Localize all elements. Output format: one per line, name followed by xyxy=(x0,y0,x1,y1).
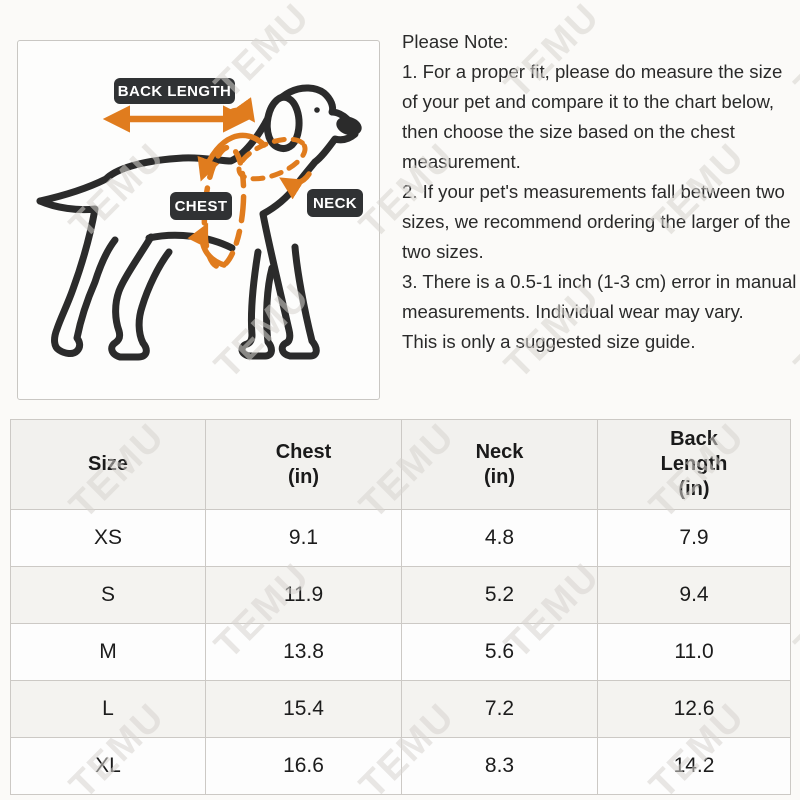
note-item: 2. If your pet's measurements fall betwe… xyxy=(402,181,791,262)
back-length-cell: 12.6 xyxy=(597,680,791,738)
neck-label: NECK xyxy=(307,189,363,217)
chest-arrow-top xyxy=(197,132,267,182)
back-length-cell: 11.0 xyxy=(597,623,791,681)
table-header-row: Size Chest (in) Neck (in) Back Length (i… xyxy=(10,419,791,510)
size-cell: XS xyxy=(10,509,206,567)
size-chart-table: Size Chest (in) Neck (in) Back Length (i… xyxy=(10,419,791,795)
back-length-cell: 7.9 xyxy=(597,509,791,567)
chest-cell: 13.8 xyxy=(205,623,402,681)
chest-cell: 15.4 xyxy=(205,680,402,738)
notes-section: Please Note: 1. For a proper fit, please… xyxy=(402,27,798,357)
dog-measurement-diagram xyxy=(36,84,362,361)
dog-eye xyxy=(314,107,320,113)
back-length-cell: 14.2 xyxy=(597,737,791,795)
table-row: XS 9.1 4.8 7.9 xyxy=(10,509,791,567)
chest-label: CHEST xyxy=(170,192,232,220)
neck-arrow-right xyxy=(279,171,312,200)
chest-cell: 16.6 xyxy=(205,737,402,795)
header-neck: Neck (in) xyxy=(401,419,598,510)
dog-nose xyxy=(336,116,362,136)
measurement-diagram-panel: BACK LENGTH CHEST NECK xyxy=(17,40,380,400)
neck-cell: 4.8 xyxy=(401,509,598,567)
back-length-label: BACK LENGTH xyxy=(114,78,235,104)
size-cell: M xyxy=(10,623,206,681)
header-size: Size xyxy=(10,419,206,510)
neck-cell: 8.3 xyxy=(401,737,598,795)
size-cell: XL xyxy=(10,737,206,795)
notes-footer: This is only a suggested size guide. xyxy=(402,331,696,352)
table-row: L 15.4 7.2 12.6 xyxy=(10,680,791,738)
table-row: S 11.9 5.2 9.4 xyxy=(10,566,791,624)
chest-measure-ellipse xyxy=(201,144,247,270)
dog-ear xyxy=(263,93,303,152)
note-item: 1. For a proper fit, please do measure t… xyxy=(402,61,783,172)
header-chest: Chest (in) xyxy=(205,419,402,510)
neck-measure-ellipse xyxy=(236,136,308,182)
chest-cell: 11.9 xyxy=(205,566,402,624)
dog-outline xyxy=(36,84,359,361)
header-back-length: Back Length (in) xyxy=(597,419,791,510)
chest-cell: 9.1 xyxy=(205,509,402,567)
table-row: XL 16.6 8.3 14.2 xyxy=(10,737,791,795)
notes-title: Please Note: xyxy=(402,31,509,52)
back-length-cell: 9.4 xyxy=(597,566,791,624)
neck-cell: 5.2 xyxy=(401,566,598,624)
neck-cell: 5.6 xyxy=(401,623,598,681)
note-item: 3. There is a 0.5-1 inch (1-3 cm) error … xyxy=(402,271,797,322)
table-row: M 13.8 5.6 11.0 xyxy=(10,623,791,681)
neck-arrow-left xyxy=(226,97,256,123)
size-cell: L xyxy=(10,680,206,738)
chest-arrow-bottom xyxy=(187,222,227,268)
neck-cell: 7.2 xyxy=(401,680,598,738)
size-cell: S xyxy=(10,566,206,624)
